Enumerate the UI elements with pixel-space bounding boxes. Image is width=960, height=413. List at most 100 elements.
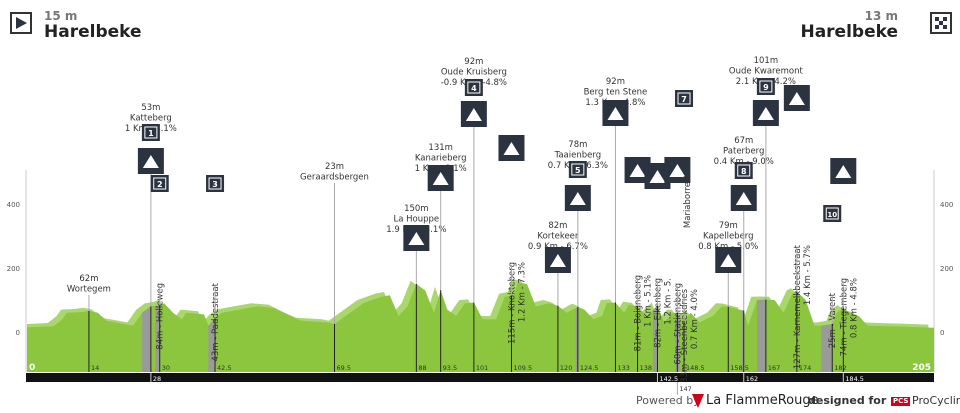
y-tick-label-right: 400 bbox=[940, 201, 953, 209]
cobbled-sector bbox=[653, 305, 658, 372]
finish-header: 13 m Harelbeke bbox=[800, 10, 898, 42]
climb-marker: 60m - Stationsberg bbox=[664, 157, 691, 372]
start-altitude: 15 m bbox=[44, 9, 78, 23]
km-label-bar: 184.5 bbox=[845, 375, 864, 383]
climb-label: Kapelleberg bbox=[703, 232, 754, 242]
cobbled-sector bbox=[575, 307, 578, 372]
sector-badge bbox=[206, 175, 225, 192]
la-flamme-rouge-logo bbox=[692, 392, 704, 411]
km-label: 124.5 bbox=[580, 364, 599, 372]
climb-label: Paterberg bbox=[723, 147, 764, 157]
km-label-bar: 142.5 bbox=[659, 375, 678, 383]
climb-label-rotated: 74m - Tiegemberg bbox=[839, 278, 849, 356]
climb-label-rotated: 84m - Holleweg bbox=[156, 283, 166, 350]
sector-badge bbox=[675, 90, 694, 107]
climb-marker: 43m - Paddestraat 3 bbox=[206, 175, 225, 372]
km-label: 88 bbox=[418, 364, 426, 372]
mountain-icon-glyph bbox=[408, 232, 425, 245]
climb-label-rotated: 43m - Paddestraat bbox=[211, 282, 221, 361]
km-label: 93.5 bbox=[443, 364, 457, 372]
km-label: 174 bbox=[799, 364, 811, 372]
cobbled-sector bbox=[142, 306, 151, 372]
climb-label: 79m bbox=[719, 221, 738, 231]
profile-area bbox=[27, 282, 934, 372]
climb-marker: 115m - Knokteberg 1.2 Km - 7.3% bbox=[498, 135, 527, 372]
climb-label-rotated: 25m - Varent bbox=[828, 292, 838, 348]
cobbled-sector bbox=[208, 318, 216, 372]
cobbled-sector bbox=[821, 324, 833, 372]
climb-label: Katteberg bbox=[130, 114, 172, 124]
y-tick-label-left: 0 bbox=[16, 329, 20, 337]
km-label: 158.5 bbox=[730, 364, 749, 372]
climb-marker: 84m - Holleweg 2 bbox=[150, 175, 169, 372]
sector-badge-border bbox=[759, 80, 773, 93]
climb-label: 67m bbox=[734, 136, 753, 146]
mountain-icon-glyph bbox=[503, 142, 520, 155]
sector-badge bbox=[734, 162, 753, 179]
climb-label-rotated: 127m - Karnemelkbeekstraat bbox=[793, 244, 803, 369]
sector-badge-border bbox=[467, 81, 481, 94]
climb-label: Oude Kwaremont bbox=[729, 67, 804, 77]
climb-marker: 127m - Karnemelkbeekstraat 1.4 Km - 5.7% bbox=[783, 85, 813, 372]
climb-marker: 33m - Steenbeekdries 0.7 Km - 4.0% Mariabo… bbox=[675, 90, 700, 383]
km-label-below: 147 bbox=[679, 385, 691, 393]
sector-number: 5 bbox=[575, 166, 581, 175]
km-label: 205 bbox=[912, 363, 931, 373]
climb-label-rotated: 1.2 Km - 7.3% bbox=[517, 262, 527, 322]
sector-badge bbox=[568, 161, 587, 178]
climb-label: Taaienberg bbox=[554, 151, 602, 161]
mountain-icon-glyph bbox=[607, 107, 624, 120]
start-city: Harelbeke bbox=[44, 22, 142, 42]
sector-number: 4 bbox=[471, 84, 477, 93]
climb-label: 92m bbox=[464, 57, 483, 67]
sector-badge-border bbox=[677, 92, 691, 105]
climb-label-rotated: 1.4 Km - 5.7% bbox=[803, 245, 813, 305]
km-label: 0 bbox=[29, 363, 35, 373]
y-tick-label-left: 400 bbox=[7, 201, 20, 209]
sector-badge-border bbox=[153, 177, 167, 190]
mountain-icon-glyph bbox=[669, 164, 686, 177]
sector-badge bbox=[464, 79, 483, 96]
mountain-icon-glyph bbox=[788, 92, 805, 105]
mountain-icon-glyph bbox=[569, 192, 586, 205]
climb-label: 101m bbox=[754, 56, 779, 66]
climb-label: Wortegem bbox=[67, 285, 111, 295]
km-label-bar: 162 bbox=[746, 375, 758, 383]
km-label-bar: 28 bbox=[153, 375, 161, 383]
climb-label: 23m bbox=[325, 162, 344, 172]
mountain-icon-glyph bbox=[629, 164, 646, 177]
sector-badge-border bbox=[208, 177, 222, 190]
sector-badge-border bbox=[737, 164, 751, 177]
climb-label-rotated: 81m - Boigneberg bbox=[634, 275, 644, 351]
climb-label: Oude Kruisberg bbox=[441, 68, 507, 78]
climb-marker: 25m - Varent 10 bbox=[823, 205, 842, 372]
sector-number: 7 bbox=[681, 95, 687, 104]
km-label: 148.5 bbox=[686, 364, 705, 372]
play-icon bbox=[10, 12, 32, 34]
cobbled-sector bbox=[741, 310, 744, 372]
cobbled-sector bbox=[155, 305, 160, 372]
km-label: 101 bbox=[476, 364, 488, 372]
mountain-icon-glyph bbox=[549, 254, 566, 267]
climb-label: 53m bbox=[141, 103, 160, 113]
climb-label: Geraardsbergen bbox=[300, 173, 369, 183]
mountain-icon-glyph bbox=[142, 155, 159, 168]
sector-number: 9 bbox=[763, 83, 769, 92]
sector-badge bbox=[150, 175, 169, 192]
mountain-icon-glyph bbox=[649, 170, 666, 183]
mountain-icon-glyph bbox=[835, 165, 852, 178]
climb-label: Kanarieberg bbox=[415, 154, 467, 164]
mountain-icon-glyph bbox=[735, 192, 752, 205]
mountain-icon-glyph bbox=[465, 108, 482, 121]
procyclingstats-link[interactable]: ProCyclingStats bbox=[912, 394, 960, 407]
climb-label-rotated: 82m - Eikenberg bbox=[653, 278, 663, 348]
finish-altitude: 13 m bbox=[864, 9, 898, 23]
powered-by: Powered by bbox=[636, 394, 700, 407]
